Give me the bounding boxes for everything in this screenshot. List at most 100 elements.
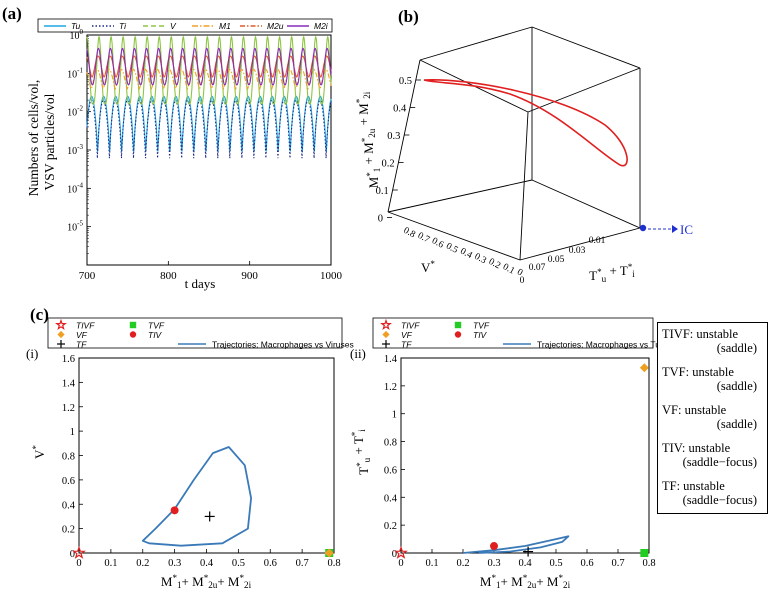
circle-marker [454,331,462,338]
z-tick-label: 0.1 [376,186,389,197]
x-tick-label: 900 [241,270,258,282]
cube-edge [527,67,641,113]
y-tick-label: 10-2 [67,105,83,119]
t-tick-label: 0.03 [569,246,586,256]
plot-frame [400,357,650,554]
legend-label: Tu [71,21,81,31]
y-tick-label: 0.4 [62,500,76,511]
y-tick-label: 0.4 [384,493,398,504]
v-tick-label: 0.6 [430,236,445,251]
z-tick-label: 0.3 [387,131,400,142]
y-tick-label: 1.6 [62,354,75,365]
stability-entry: VF: unstable (saddle) [662,403,757,431]
y-tick-label: 0.6 [62,476,75,487]
series-line-Ti [86,99,332,159]
y-tick-label: 0.8 [384,438,397,449]
cube-edge [387,59,421,213]
diamond-marker [639,363,649,373]
circle-marker [490,542,498,551]
legend-label: TIV [148,330,163,340]
legend-label: Trajectories: Macrophages vs Tumour [537,340,680,350]
square-marker [640,549,649,557]
t-tick-label: 0.07 [529,263,546,273]
legend-label: M2u [267,21,284,31]
y-tick-label: 1 [392,410,397,421]
y-tick-label: 0.2 [62,525,75,536]
x-tick-label: 0.4 [200,558,214,569]
stability-entry: TIVF: unstable (saddle) [662,327,757,355]
x-tick-label: 0.3 [487,558,500,569]
y-tick-label: 10-4 [67,181,83,195]
panel-ii-label: (ii) [350,346,366,361]
cube-edge [519,227,641,261]
y-axis-label: V* [31,445,47,459]
y-tick-label: 1.2 [384,382,397,393]
legend-label: VF [401,330,413,340]
legend-label: TVF [473,321,490,331]
phase-plane-viruses: TIVF TVF VF TIV TF Trajectories: Macrophages … [31,317,354,590]
cube-edge [419,26,533,61]
legend-label: VF [76,330,88,340]
v-axis-label: V* [421,259,435,275]
legend-box [37,18,333,33]
circle-marker [129,331,137,338]
x-tick-label: 0.6 [580,558,593,569]
x-tick-label: 0.1 [104,558,117,569]
legend-label: TF [76,340,87,350]
x-tick-label: 0.7 [296,558,309,569]
ic-label: IC [680,222,693,237]
y-axis-label: VSV particles/vol [42,93,57,190]
z-tick-label: 0.4 [393,104,407,115]
z-tick-label: 0.5 [399,76,412,87]
y-tick-label: 1.4 [62,378,76,389]
x-tick-label: 0.3 [168,558,181,569]
stability-entry: TVF: unstable (saddle) [662,365,757,393]
time-series-chart: Tu Ti V M1 M2u M2i 100 10-1 10-2 10-3 10-4 10-5 700 8… [26,18,343,291]
stability-entry: TF: unstable (saddle−focus) [662,479,757,507]
y-axis-label: Numbers of cells/vol, [26,80,41,197]
legend-box [372,317,654,349]
ic-arrowhead [672,225,678,233]
y-tick-label: 10-3 [67,143,83,157]
legend-label: M1 [219,21,231,31]
trajectory-3d [423,79,628,167]
ic-point [639,224,647,232]
x-tick-label: 0.2 [136,558,149,569]
cube-edge [387,179,533,213]
cube-edge [531,179,641,229]
x-tick-label: 0 [398,558,403,569]
circle-marker [170,506,179,515]
cube-edge [519,111,529,261]
x-tick-label: 700 [79,270,96,282]
y-tick-label: 1.4 [384,354,398,365]
trajectory [462,535,570,554]
x-tick-label: 0.1 [425,558,438,569]
y-tick-label: 10-1 [67,66,83,80]
legend-label: Ti [119,21,127,31]
series-line-V [86,35,332,105]
series-line-M2i [86,47,332,86]
x-tick-label: 0.5 [549,558,562,569]
star-marker [380,318,392,331]
y-tick-label: 0 [392,549,397,560]
panel-b-label: (b) [398,7,419,26]
y-tick-label: 10-5 [67,220,83,234]
v-tick-label: 0.8 [402,226,417,241]
diamond-marker [57,330,65,339]
diamond-marker [382,330,390,339]
x-tick-label: 0.8 [327,558,340,569]
trajectory [141,446,252,547]
v-tick-label: 0.2 [487,257,502,272]
legend-label: M2i [314,21,329,31]
y-tick-label: 1.2 [62,403,75,414]
phase-portrait-3d: 0.50.40.30.20.100.8 0.7 0.6 0.5 0.4 0.3 0.2 0.1… [355,26,693,286]
legend-label: V [170,21,177,31]
legend-label: Trajectories: Macrophages vs Viruses [212,340,354,350]
legend-label: TIV [473,330,488,340]
x-tick-label: 0.6 [264,558,277,569]
legend-label: TVF [148,321,165,331]
panel-i-label: (i) [26,346,38,361]
star-marker [72,545,86,559]
y-axis-label: T*u + T*i [350,429,372,475]
